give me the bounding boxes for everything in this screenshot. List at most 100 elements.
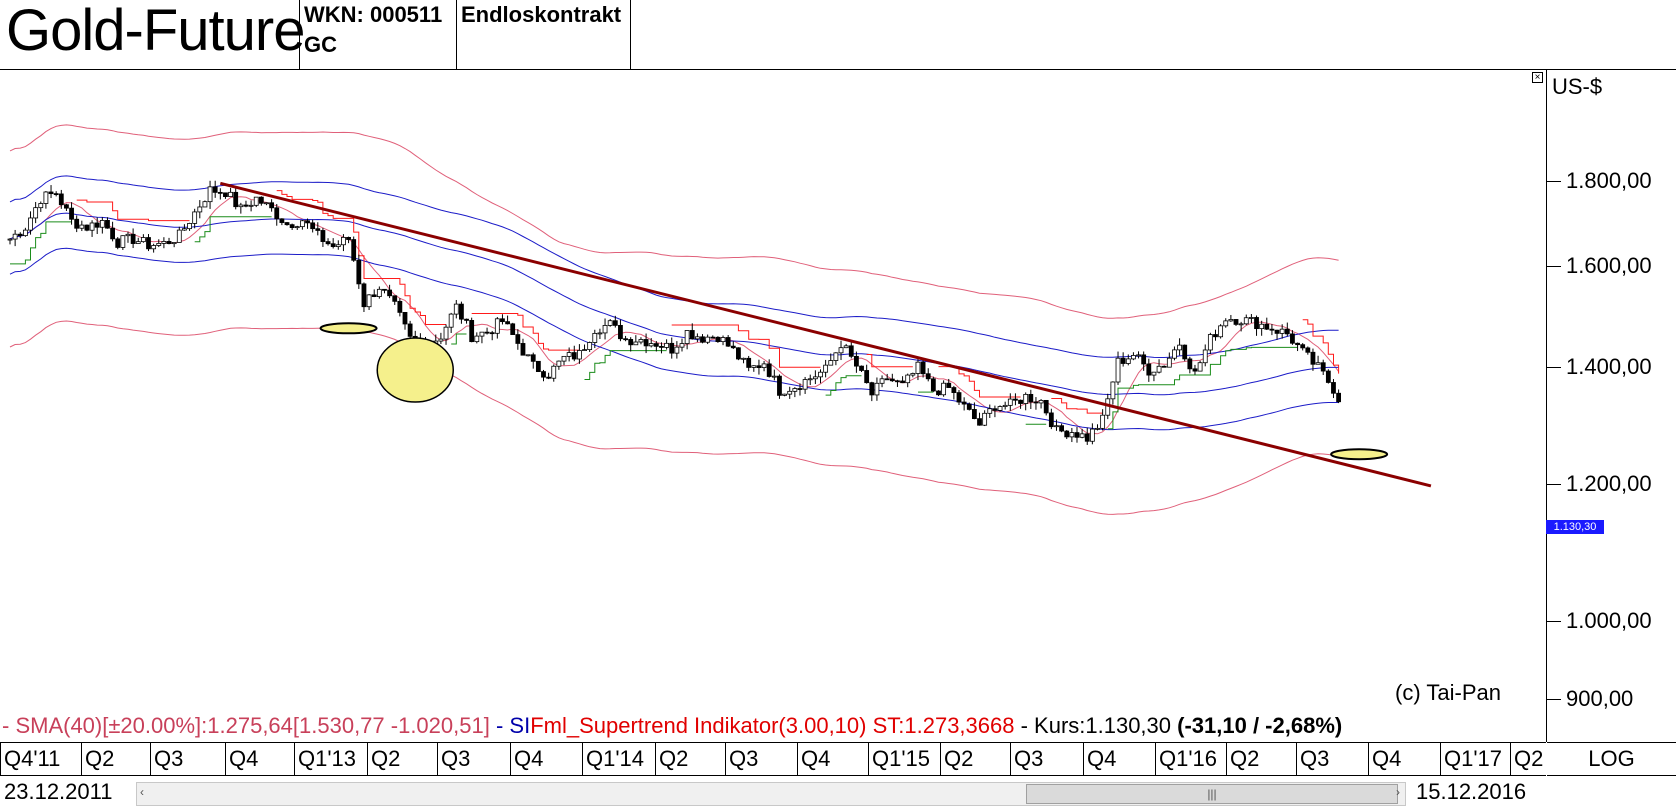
scrollbar-thumb[interactable]: ||| — [1026, 784, 1398, 804]
candle-body — [710, 336, 716, 339]
candle-body — [69, 207, 74, 220]
candle-body — [807, 378, 813, 381]
candle-body — [746, 357, 752, 368]
time-axis: Q4'11 Q2 Q3 Q4 Q1'13 Q2 Q3 Q4 Q1'14 Q2 Q3 Q4 Q1'15 Q2… — [0, 742, 1546, 776]
candle-body — [1243, 317, 1249, 325]
candle-body — [1033, 401, 1039, 404]
candle-body — [992, 408, 998, 411]
candle-body — [464, 318, 469, 321]
candle-body — [612, 320, 618, 326]
candle-body — [787, 390, 793, 395]
candle-body — [623, 338, 628, 341]
candle-body — [1166, 357, 1172, 368]
candle-body — [859, 365, 864, 371]
candle-body — [110, 227, 115, 240]
x-axis-label: Q1'17 — [1440, 743, 1502, 775]
candle-body — [489, 332, 495, 335]
candle-body — [84, 224, 90, 231]
candle-body — [1002, 404, 1008, 407]
candle-body — [1161, 365, 1167, 368]
candle-body — [705, 336, 711, 343]
legend-sma[interactable]: - SMA(40)[±20.00%]:1.275,64[1.530,77 -1.… — [2, 713, 490, 738]
candle-body — [505, 321, 510, 325]
candle-body — [22, 229, 28, 237]
candle-body — [561, 355, 567, 362]
candle-body — [618, 324, 623, 340]
candle-body — [530, 354, 536, 362]
legend-sma2[interactable]: - SI — [489, 713, 531, 738]
wkn-label: WKN: 000511 — [304, 2, 443, 27]
legend-supertrend[interactable]: Fml_Supertrend Indikator(3.00,10) ST:1.2… — [530, 713, 1015, 738]
supertrend-line — [671, 324, 821, 368]
candle-body — [936, 390, 941, 396]
candle-body — [951, 387, 957, 393]
scroll-right-icon[interactable]: › — [1396, 785, 1400, 799]
candle-body — [330, 243, 336, 248]
candle-body — [284, 222, 290, 226]
close-icon[interactable]: × — [1532, 72, 1543, 83]
candle-body — [679, 343, 685, 348]
candle-body — [879, 378, 885, 384]
candle-body — [12, 233, 18, 240]
candle-body — [1059, 425, 1064, 432]
candle-body — [838, 347, 844, 354]
candle-body — [1336, 392, 1342, 403]
candle-body — [1131, 355, 1136, 360]
candle-body — [459, 303, 464, 320]
log-scale-button[interactable]: LOG — [1547, 742, 1676, 776]
candle-body — [720, 337, 726, 343]
candle-body — [1043, 399, 1049, 414]
candle-body — [233, 191, 239, 208]
candle-body — [797, 388, 803, 390]
candle-body — [874, 382, 880, 396]
candle-body — [895, 380, 900, 383]
candle-body — [997, 406, 1003, 411]
supertrend-line — [471, 313, 580, 351]
x-axis-label: Q2 — [940, 743, 973, 775]
candle-body — [854, 355, 859, 367]
candle-body — [94, 222, 100, 228]
candle-body — [664, 342, 670, 348]
contract-cell: Endloskontrakt — [456, 0, 631, 69]
candle-body — [1331, 382, 1336, 394]
candle-body — [310, 222, 316, 230]
supertrend-line — [76, 199, 190, 222]
candle-body — [777, 375, 782, 396]
candle-body — [1192, 368, 1198, 372]
candle-body — [889, 378, 895, 382]
candle-body — [823, 364, 829, 373]
symbol-label: GC — [304, 32, 337, 57]
sma-line — [9, 196, 1340, 435]
candle-body — [402, 311, 408, 325]
candle-body — [818, 371, 823, 378]
candle-body — [356, 259, 362, 285]
candle-body — [1259, 323, 1265, 330]
candle-body — [382, 288, 387, 291]
candle-body — [1325, 370, 1331, 383]
x-axis-label: Q4'11 — [0, 743, 60, 775]
x-axis-label: Q2 — [1226, 743, 1259, 775]
candle-body — [884, 378, 890, 381]
candle-body — [279, 218, 285, 223]
candle-body — [761, 363, 767, 369]
candle-body — [38, 203, 44, 209]
candle-body — [725, 337, 731, 347]
candle-body — [17, 233, 23, 237]
candle-body — [1028, 393, 1034, 403]
y-tick — [1547, 484, 1561, 485]
candle-body — [628, 339, 634, 346]
candle-body — [715, 336, 721, 343]
candle-body — [223, 192, 228, 198]
supertrend-line — [10, 221, 72, 265]
candle-body — [602, 325, 608, 334]
candle-body — [1202, 349, 1208, 364]
candle-body — [741, 357, 746, 360]
candle-body — [910, 373, 916, 376]
scroll-left-icon[interactable]: ‹ — [140, 785, 144, 799]
candle-body — [946, 382, 952, 388]
candle-body — [182, 228, 187, 231]
candle-body — [1182, 344, 1188, 360]
price-chart[interactable] — [0, 70, 1546, 742]
wkn-cell: WKN: 000511 GC — [299, 0, 456, 69]
candle-body — [258, 196, 264, 204]
